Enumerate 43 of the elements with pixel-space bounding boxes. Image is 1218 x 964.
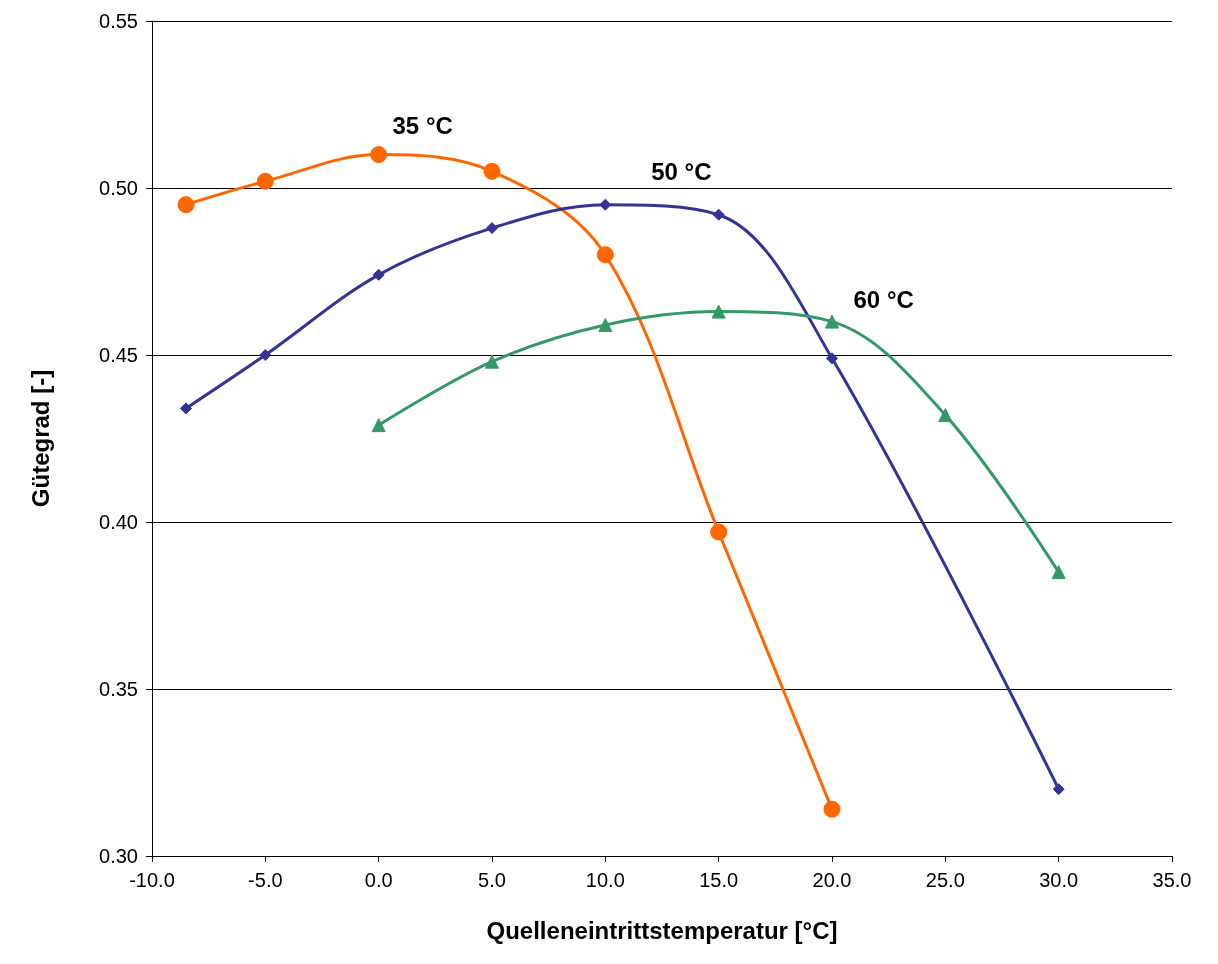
point [177,196,195,214]
y-tick-label: 0.55 [99,10,138,32]
x-axis-title: Quelleneintrittstemperatur [°C] [486,916,838,944]
x-tick-label: 20.0 [812,869,852,891]
point [256,172,274,190]
point [1051,565,1066,580]
point [486,222,498,235]
series-label: 60 °C [853,286,914,314]
y-tick-label: 0.50 [99,177,138,199]
x-tick-label: 10.0 [585,869,625,891]
point [371,418,386,433]
point [483,162,501,180]
point [712,208,725,221]
series-label: 35 °C [392,112,453,140]
point [825,314,839,329]
point [372,268,385,281]
point [710,523,728,541]
x-tick-label: 5.0 [478,869,506,891]
point [259,349,272,361]
x-tick-label: 25.0 [925,869,965,891]
point [596,246,614,264]
y-tick-label: 0.35 [99,678,138,700]
x-tick-label: -10.0 [129,869,175,891]
x-tick-label: 15.0 [699,869,739,891]
y-tick-label: 0.45 [99,344,138,366]
point [370,146,388,164]
series-label: 50 °C [651,158,712,186]
point [599,198,612,211]
y-tick-label: 0.40 [99,511,138,533]
point [180,402,192,415]
x-tick-label: -5.0 [248,869,283,891]
x-tick-label: 0.0 [364,869,393,891]
point [598,317,613,332]
y-axis-title: Gütegrad [-] [26,369,54,508]
point [1052,783,1065,796]
point [826,352,838,365]
point [485,354,499,369]
point [711,304,726,319]
x-tick-label: 30.0 [1039,869,1079,891]
point [823,800,841,818]
point [938,408,953,423]
x-tick-label: 35.0 [1152,869,1192,891]
y-tick-label: 0.30 [99,845,138,867]
